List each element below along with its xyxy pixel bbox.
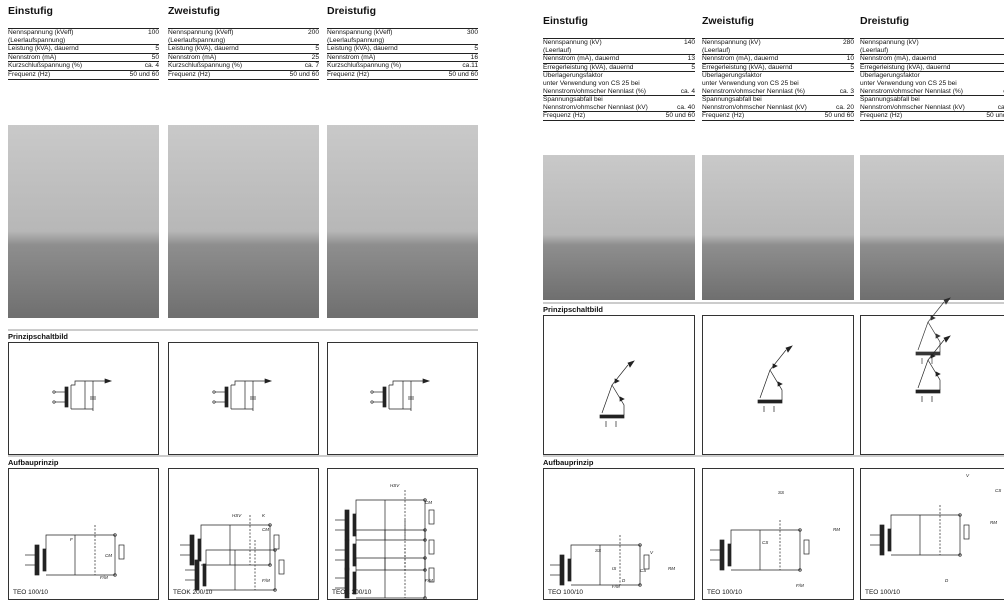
page: (() => { const data = JSON.parse(documen…: [0, 0, 1004, 603]
drawings: [0, 0, 1004, 603]
